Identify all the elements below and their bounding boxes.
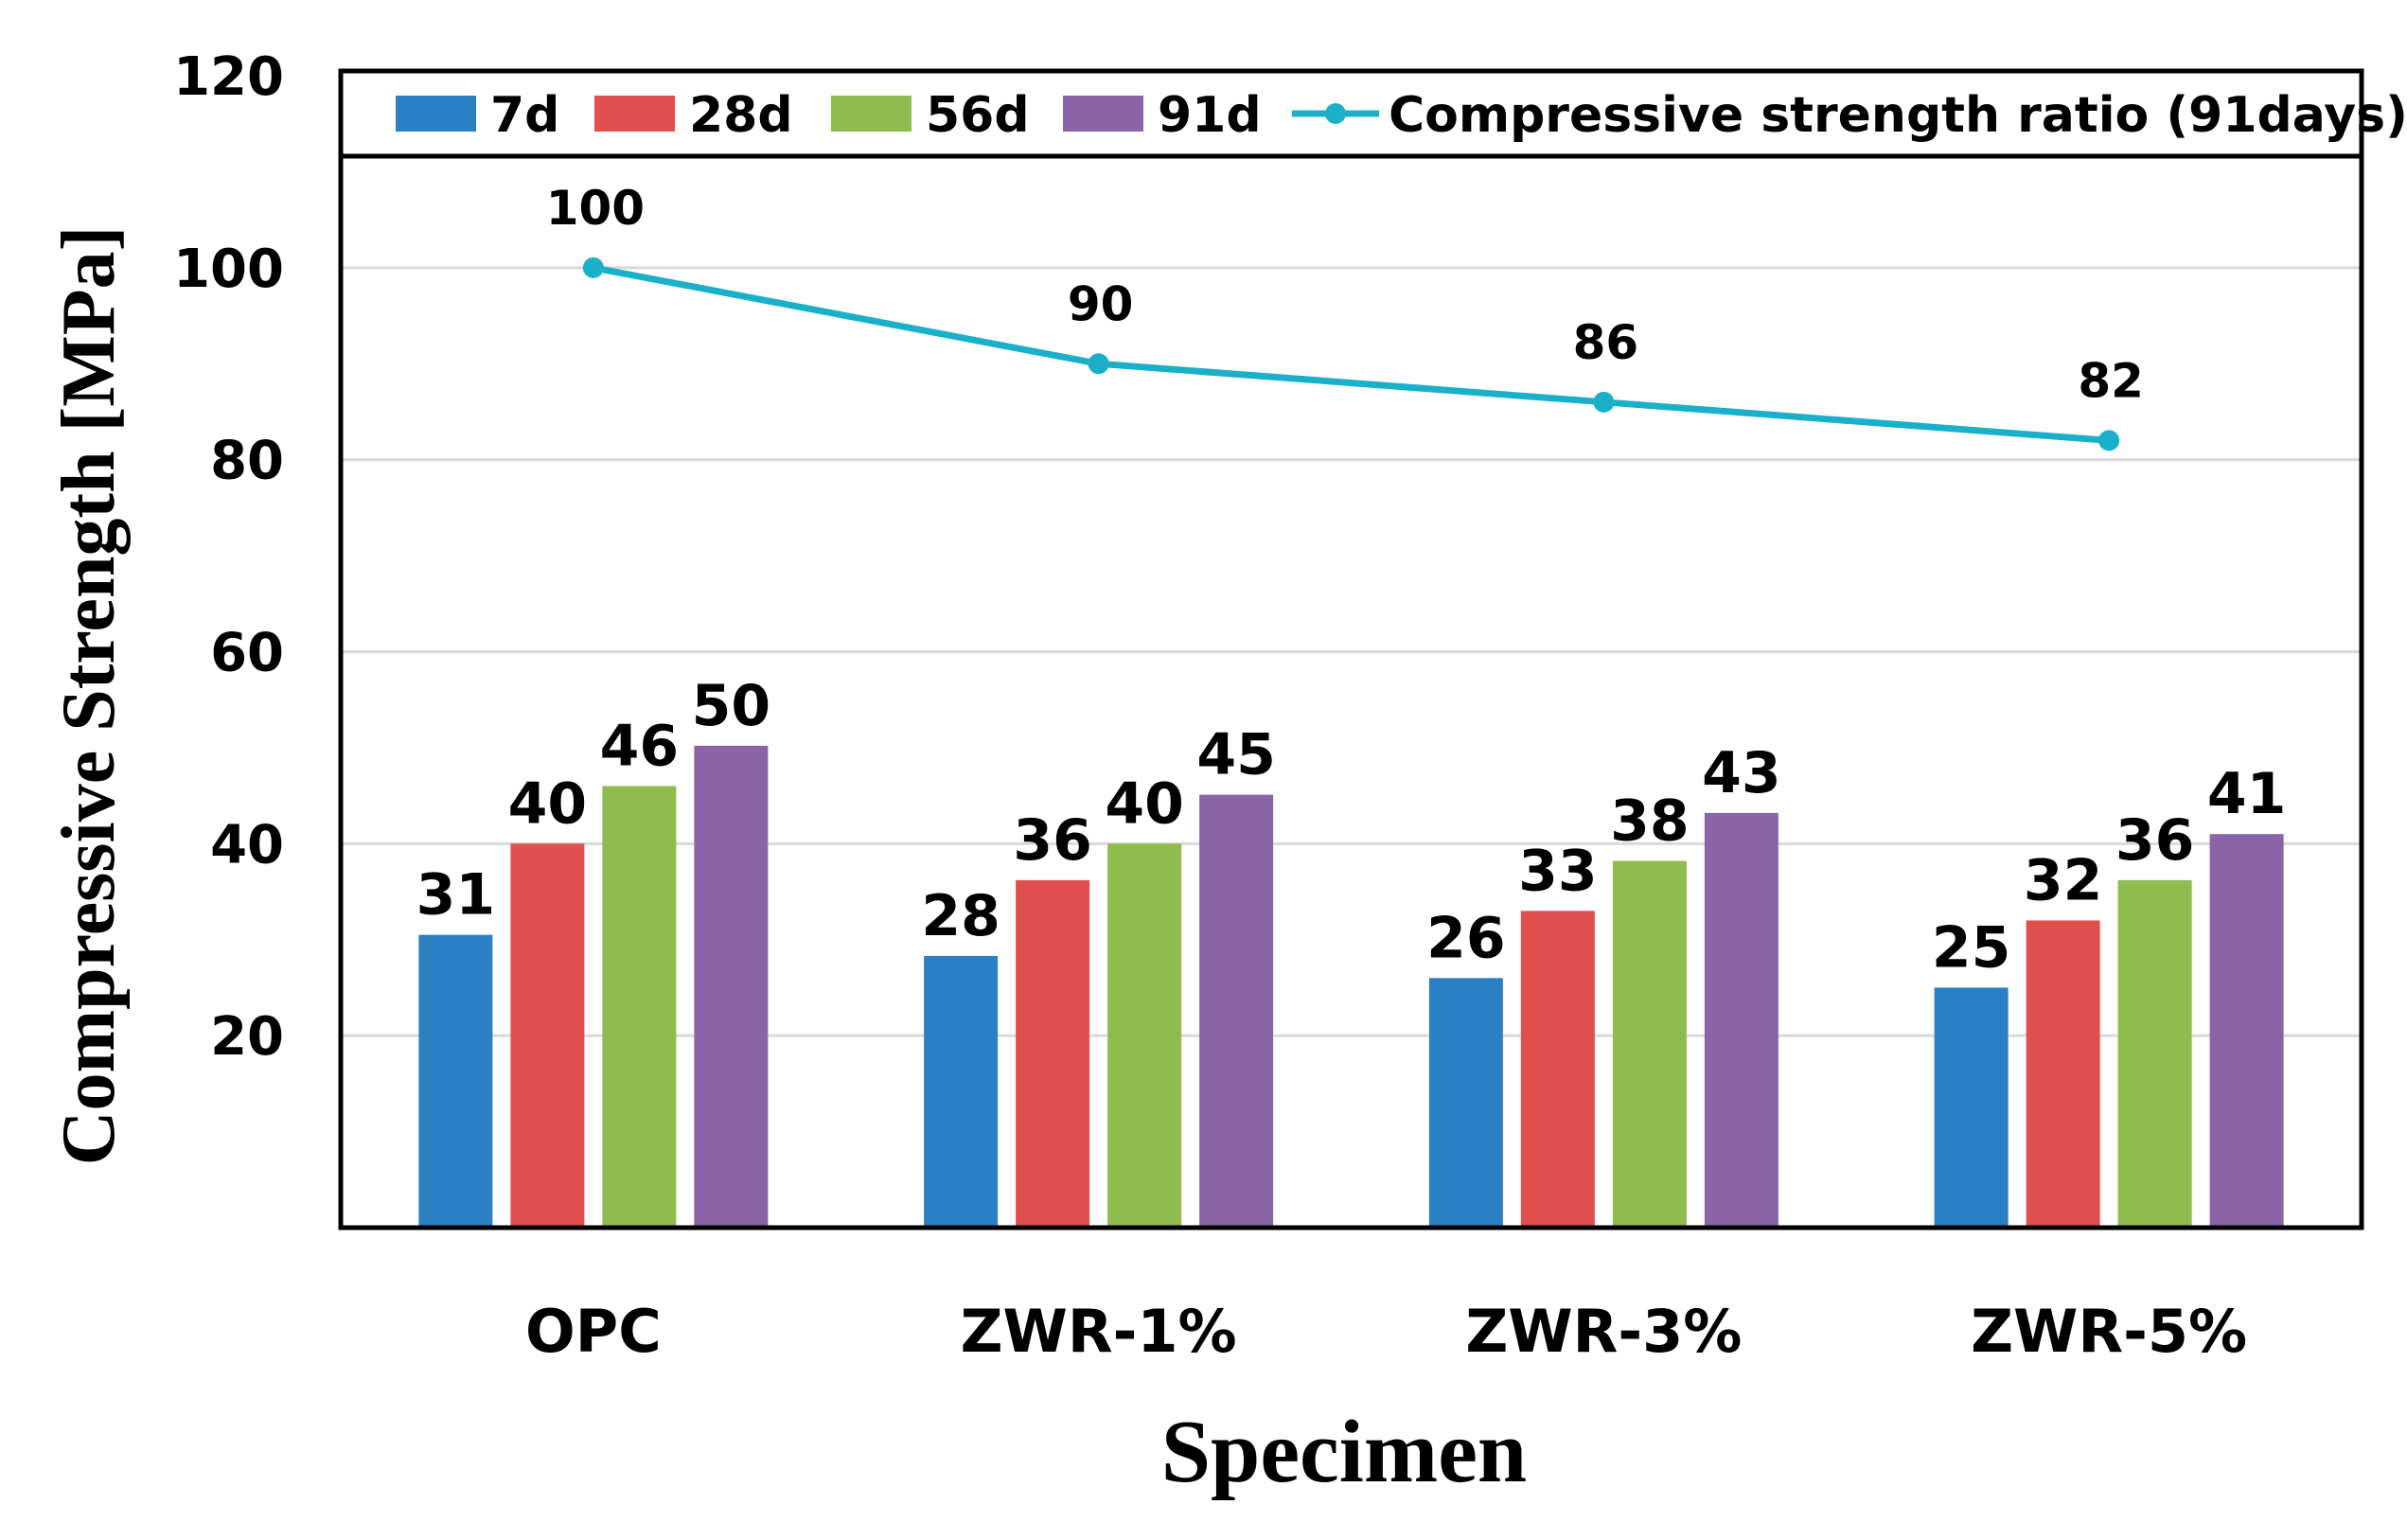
y-axis-title: Compressive Strength [MPa]	[47, 226, 131, 1165]
bar-data-label: 50	[692, 673, 771, 739]
bar-56d-ZWR-5%	[2117, 879, 2192, 1228]
legend-swatch-91d	[1063, 96, 1143, 132]
ratio-point	[2098, 430, 2120, 451]
ratio-point	[1593, 391, 1615, 413]
bar-28d-OPC	[510, 843, 585, 1228]
y-tick-labels: 20 40 60 80 100 120	[173, 46, 284, 1068]
bar-data-label: 33	[1518, 838, 1598, 904]
ratio-data-label: 82	[2078, 353, 2144, 408]
bar-data-label: 36	[1013, 807, 1092, 874]
ratio-data-label: 90	[1068, 276, 1134, 331]
bar-data-label: 38	[1610, 788, 1690, 855]
gridlines	[341, 266, 2362, 1037]
legend-swatch-28d	[594, 96, 675, 132]
bar-7d-OPC	[418, 934, 493, 1228]
bar-56d-ZWR-1%	[1107, 843, 1182, 1228]
bar-data-label: 26	[1426, 905, 1506, 971]
bar-data-label: 40	[1105, 770, 1184, 837]
bar-7d-ZWR-3%	[1428, 978, 1503, 1228]
bar-data-label: 25	[1932, 914, 2011, 981]
x-tick-labels: OPC ZWR-1% ZWR-3% ZWR-5%	[525, 1297, 2247, 1366]
y-tick-label: 40	[210, 814, 284, 876]
bar-7d-ZWR-1%	[924, 955, 999, 1228]
y-tick-label: 100	[173, 239, 284, 300]
x-axis-title: Specimen	[1161, 1403, 1527, 1501]
ratio-data-label: 100	[546, 181, 645, 236]
legend-marker	[1325, 103, 1346, 124]
x-tick-label: OPC	[525, 1297, 662, 1366]
bar-data-label: 28	[921, 883, 1000, 949]
bar-7d-ZWR-5%	[1934, 987, 2009, 1228]
bar-91d-ZWR-3%	[1704, 812, 1779, 1228]
ratio-data-label: 86	[1573, 315, 1639, 370]
bar-56d-OPC	[602, 786, 677, 1228]
ratio-point	[1088, 353, 1109, 375]
legend-label: 28d	[689, 87, 793, 144]
bar-data-label: 36	[2115, 807, 2195, 874]
bar-data-label: 32	[2024, 847, 2103, 913]
bars	[418, 745, 2284, 1228]
y-tick-label: 60	[210, 623, 284, 684]
bar-data-label: 46	[600, 713, 680, 779]
bar-91d-ZWR-1%	[1199, 794, 1274, 1228]
bar-28d-ZWR-5%	[2026, 920, 2100, 1228]
bar-91d-OPC	[694, 745, 769, 1228]
legend-label: 7d	[490, 87, 559, 144]
legend-swatch-7d	[396, 96, 476, 132]
y-tick-label: 120	[173, 46, 284, 108]
bar-data-label: 45	[1196, 722, 1276, 788]
x-tick-label: ZWR-5%	[1971, 1297, 2247, 1366]
x-tick-label: ZWR-3%	[1465, 1297, 1742, 1366]
y-tick-label: 20	[210, 1006, 284, 1068]
bar-data-label: 41	[2207, 761, 2287, 827]
legend-label: Compressive strength ratio (91days)%	[1389, 87, 2407, 144]
ratio-point	[582, 257, 604, 278]
legend-label: 56d	[926, 87, 1030, 144]
bar-91d-ZWR-5%	[2209, 834, 2284, 1228]
ratio-line	[582, 257, 2120, 451]
ratio-line-path	[593, 264, 2110, 444]
bar-28d-ZWR-1%	[1016, 879, 1090, 1228]
bar-data-label: 40	[508, 770, 588, 837]
bar-data-label: 43	[1702, 740, 1781, 806]
y-tick-label: 80	[210, 431, 284, 492]
legend-label: 91d	[1158, 87, 1262, 144]
bar-28d-ZWR-3%	[1520, 911, 1595, 1228]
legend: 7d 28d 56d 91d Compressive strength ratio (9…	[338, 68, 2407, 159]
bar-data-label: 31	[416, 862, 496, 929]
bar-56d-ZWR-3%	[1612, 860, 1687, 1228]
legend-swatch-56d	[831, 96, 911, 132]
x-tick-label: ZWR-1%	[961, 1297, 1237, 1366]
data-labels: 3140465028364045263338432532364110090868…	[416, 181, 2287, 982]
